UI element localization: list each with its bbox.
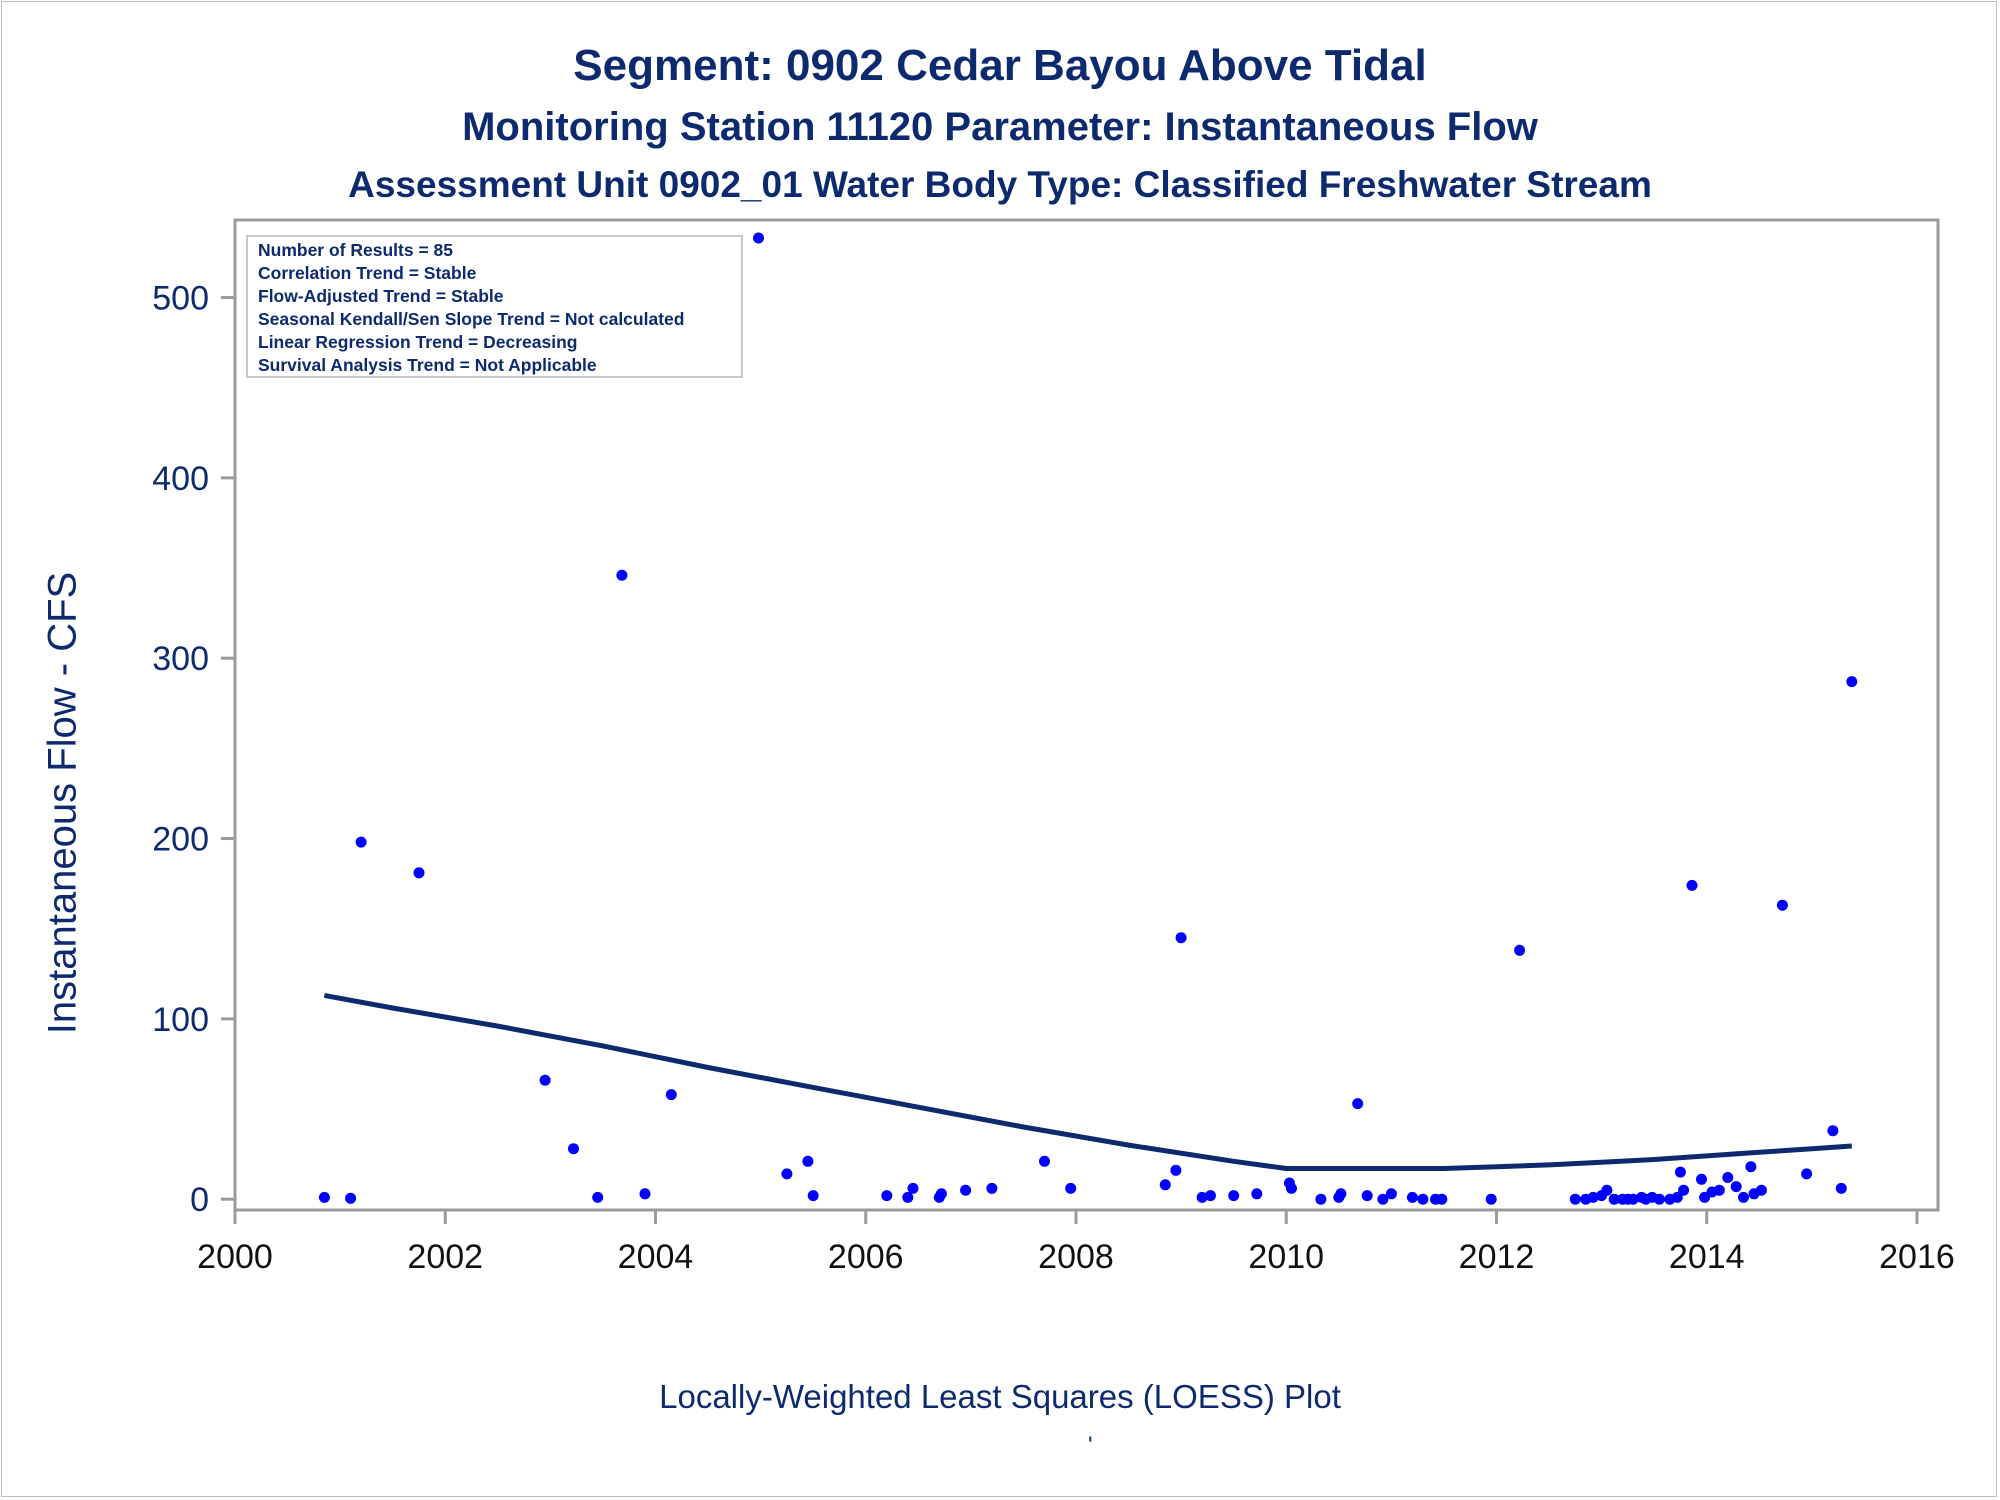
data-point <box>1385 1188 1397 1200</box>
data-point <box>1251 1188 1263 1200</box>
data-point <box>753 232 764 244</box>
data-point <box>1671 1191 1683 1203</box>
chart-subtitle-assessment: Assessment Unit 0902_01 Water Body Type:… <box>348 164 1652 205</box>
data-point <box>639 1188 651 1200</box>
x-tick-label: 2006 <box>828 1238 904 1276</box>
data-point <box>802 1155 814 1167</box>
stats-inset: Number of Results = 85 Correlation Trend… <box>246 235 743 378</box>
y-tick-label: 500 <box>152 280 209 318</box>
x-tick-label: 2008 <box>1038 1238 1114 1276</box>
stat-survival-analysis-trend: Survival Analysis Trend = Not Applicable <box>258 355 597 375</box>
data-point <box>1827 1125 1839 1137</box>
title-block: Segment: 0902 Cedar Bayou Above Tidal Mo… <box>0 34 2000 214</box>
data-point <box>592 1191 604 1203</box>
data-point <box>1627 1193 1639 1205</box>
loess-curve <box>323 992 1852 1171</box>
data-point <box>1713 1184 1725 1196</box>
data-point <box>907 1182 919 1194</box>
data-point <box>935 1188 947 1200</box>
x-tick-label: 2014 <box>1669 1238 1745 1276</box>
data-point <box>1335 1188 1347 1200</box>
data-point <box>986 1182 998 1194</box>
stat-linear-regression-trend: Linear Regression Trend = Decreasing <box>258 332 578 352</box>
data-point <box>1738 1191 1749 1203</box>
x-tick-label: 2012 <box>1459 1238 1535 1276</box>
data-point <box>1286 1182 1297 1194</box>
data-point <box>345 1192 357 1204</box>
y-tick-label: 100 <box>152 1001 209 1039</box>
data-point <box>781 1168 793 1180</box>
plot-footnote: Locally-Weighted Least Squares (LOESS) P… <box>659 1378 1341 1415</box>
data-point <box>1587 1191 1599 1203</box>
stat-seasonal-kendall-trend: Seasonal Kendall/Sen Slope Trend = Not c… <box>258 309 684 329</box>
data-point <box>1159 1179 1171 1191</box>
data-point <box>1776 899 1788 911</box>
data-point <box>807 1190 819 1202</box>
data-point <box>1065 1182 1077 1194</box>
data-point <box>318 1191 330 1203</box>
data-point <box>1039 1155 1050 1167</box>
chart-title: Segment: 0902 Cedar Bayou Above Tidal <box>573 41 1427 90</box>
data-point <box>1745 1161 1757 1173</box>
data-point <box>1801 1168 1813 1180</box>
data-point <box>568 1143 579 1155</box>
data-point <box>1196 1191 1208 1203</box>
data-point <box>1846 676 1858 688</box>
data-point <box>1608 1193 1620 1205</box>
stat-number-of-results: Number of Results = 85 <box>258 240 453 260</box>
data-point <box>1514 944 1526 956</box>
chart-subtitle-station: Monitoring Station 11120 Parameter: Inst… <box>462 105 1538 149</box>
data-point <box>1601 1184 1613 1196</box>
y-tick-label: 200 <box>152 821 209 859</box>
y-tick-label: 300 <box>152 640 209 678</box>
x-axis: 2000 2002 2004 2006 2008 2010 2012 2014 2016 <box>197 1210 1955 1276</box>
data-point <box>881 1190 893 1202</box>
data-point <box>1352 1098 1364 1110</box>
data-point <box>1722 1172 1734 1183</box>
data-point <box>1228 1190 1240 1202</box>
data-point <box>1315 1193 1327 1205</box>
x-tick-label: 2002 <box>407 1238 483 1276</box>
stat-flow-adjusted-trend: Flow-Adjusted Trend = Stable <box>258 286 504 306</box>
footnote-mark: ' <box>1088 1432 1093 1459</box>
data-point <box>1730 1181 1742 1193</box>
data-points <box>318 232 1858 1205</box>
data-point <box>1485 1193 1497 1205</box>
data-point <box>1406 1191 1418 1203</box>
data-point <box>1678 1184 1690 1196</box>
x-tick-label: 2000 <box>197 1238 273 1276</box>
x-tick-label: 2010 <box>1248 1238 1324 1276</box>
y-tick-label: 400 <box>152 460 209 498</box>
data-point <box>1835 1182 1847 1194</box>
data-point <box>1674 1166 1686 1178</box>
data-point <box>1696 1173 1707 1185</box>
data-point <box>1361 1190 1373 1202</box>
data-point <box>355 836 367 848</box>
data-point <box>1686 879 1698 891</box>
data-point <box>1755 1184 1767 1196</box>
data-point <box>1653 1193 1665 1205</box>
data-point <box>539 1074 551 1086</box>
stats-inset-box <box>246 235 743 378</box>
data-point <box>665 1089 677 1101</box>
y-tick-label: 0 <box>190 1181 209 1219</box>
data-point <box>616 569 628 581</box>
stat-correlation-trend: Correlation Trend = Stable <box>258 263 477 283</box>
data-point <box>413 867 425 879</box>
data-point <box>960 1184 972 1196</box>
data-point <box>1377 1193 1389 1205</box>
x-tick-label: 2004 <box>618 1238 694 1276</box>
data-point <box>902 1191 914 1203</box>
data-point <box>1436 1193 1448 1205</box>
x-tick-label: 2016 <box>1879 1238 1955 1276</box>
plot-area <box>233 218 1940 1212</box>
data-point <box>1175 932 1187 944</box>
data-point <box>1205 1190 1216 1202</box>
y-axis: 0 100 200 300 400 500 <box>152 280 235 1219</box>
data-point <box>1569 1193 1581 1205</box>
data-point <box>1417 1193 1429 1205</box>
data-point <box>1170 1164 1182 1176</box>
